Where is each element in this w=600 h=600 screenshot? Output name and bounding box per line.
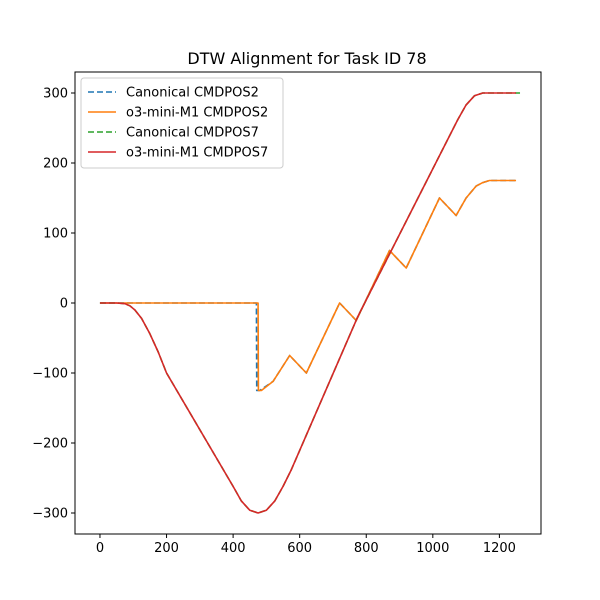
chart-title: DTW Alignment for Task ID 78	[187, 49, 426, 68]
legend-box	[80, 77, 284, 169]
y-tick-label: 200	[43, 157, 68, 172]
y-tick-label: 100	[43, 227, 68, 242]
legend-label: o3-mini-M1 CMDPOS2	[126, 106, 268, 121]
legend-label: o3-mini-M1 CMDPOS7	[126, 146, 268, 161]
y-tick-label: −300	[32, 507, 68, 522]
y-tick-label: −200	[32, 437, 68, 452]
legend-label: Canonical CMDPOS2	[126, 86, 259, 101]
series-lines	[99, 92, 521, 514]
x-tick-label: 800	[354, 541, 379, 556]
y-axis: −300 −200 −100 0 100 200 300	[32, 87, 75, 522]
x-tick-label: 0	[96, 541, 104, 556]
y-tick-label: −100	[32, 367, 68, 382]
y-tick-label: 300	[43, 87, 68, 102]
legend: Canonical CMDPOS2 o3-mini-M1 CMDPOS2 Canon…	[80, 77, 284, 169]
x-tick-label: 400	[221, 541, 246, 556]
x-tick-label: 1200	[483, 541, 516, 556]
series-line-2	[99, 179, 517, 392]
y-tick-label: 0	[60, 297, 68, 312]
x-axis: 0 200 400 600 800 1000 1200	[96, 534, 516, 556]
legend-label: Canonical CMDPOS7	[126, 126, 259, 141]
x-tick-label: 1000	[416, 541, 449, 556]
x-tick-label: 200	[154, 541, 179, 556]
series-line-4	[99, 92, 517, 514]
x-tick-label: 600	[287, 541, 312, 556]
